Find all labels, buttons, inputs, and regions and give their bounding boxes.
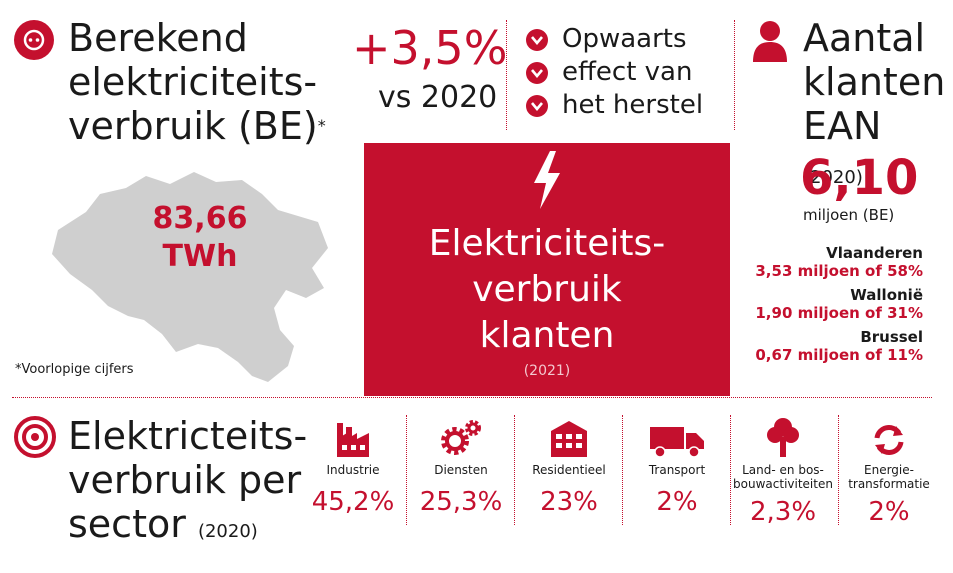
divider [622,415,623,525]
reason-item: Opwaarts [526,23,703,56]
center-year: (2021) [523,363,571,379]
region-name: Vlaanderen [826,244,923,262]
regions-list: Vlaanderen 3,53 miljoen of 58% Wallonië … [723,244,923,364]
customers-value: 6,10 [800,150,919,206]
center-line1: Elektriciteits- [428,223,666,264]
footnote: *Voorlopige cijfers [15,362,134,377]
customers-unit: miljoen (BE) [803,206,895,224]
section-divider [12,397,932,398]
divider [734,20,735,130]
reasons-list: Opwaarts effect van het herstel [526,23,703,122]
divider [406,415,407,525]
region-name: Wallonië [850,286,923,304]
divider [838,415,839,525]
building-icon [551,421,587,457]
customers-title: Aantal klanten EAN (2020) [803,16,946,188]
center-line2: verbruik [472,269,622,310]
center-title-box: Elektriciteits- verbruik klanten (2021) [364,143,730,396]
recycle-icon [874,425,904,455]
center-line3: klanten [479,315,615,356]
target-icon [14,416,56,458]
chevron-down-icon [526,94,548,117]
change-comparison: vs 2020 [378,80,498,115]
consumption-value: 83,66 TWh [152,201,248,274]
region-name: Brussel [860,328,923,346]
reason-item: het herstel [526,89,703,122]
region-value: 1,90 miljoen of 31% [755,304,923,322]
sector-energietransformatie: Energie- transformatie 2% [834,415,944,527]
consumption-title: Berekend elektriciteits- verbruik (BE)* [68,16,326,148]
divider [506,20,507,130]
tree-icon [767,418,799,457]
belgium-map [52,172,328,382]
sector-residentieel: Residentieel 23% [514,415,624,517]
sector-transport: Transport 2% [622,415,732,517]
region-value: 0,67 miljoen of 11% [755,346,923,364]
change-percent: +3,5% [352,21,508,75]
gears-icon [441,420,481,455]
chevron-down-icon [526,28,548,51]
region-value: 3,53 miljoen of 58% [755,262,923,280]
sectors-title: Elektricteits- verbruik per sector (2020… [68,414,308,546]
divider [514,415,515,525]
sector-diensten: Diensten 25,3% [406,415,516,517]
person-icon [753,21,787,62]
chevron-down-icon [526,61,548,84]
reason-item: effect van [526,56,703,89]
lightning-icon [534,151,560,209]
divider [730,415,731,525]
sector-land-bos: Land- en bos- bouwactiviteiten 2,3% [728,415,838,527]
plug-icon [14,20,54,60]
sector-industrie: Industrie 45,2% [298,415,408,517]
truck-icon [650,427,704,457]
factory-icon [337,423,369,457]
